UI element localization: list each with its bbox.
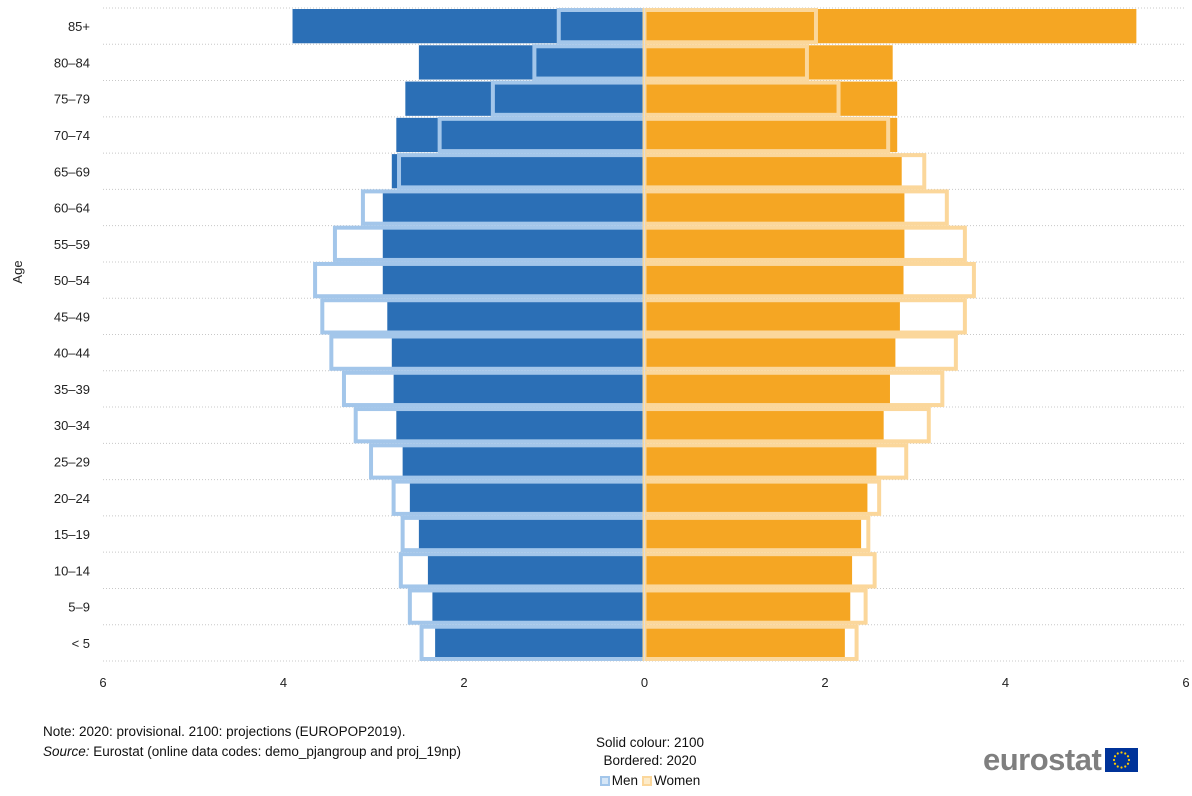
age-tick-label: 30–34	[54, 418, 90, 433]
bar-men-2100-45-49[interactable]	[387, 299, 645, 334]
bar-men-2100-25-29[interactable]	[402, 444, 645, 479]
bar-men-2100-5-9[interactable]	[432, 589, 645, 624]
age-tick-label: 65–69	[54, 164, 90, 179]
age-tick-label: 15–19	[54, 527, 90, 542]
legend-item-men[interactable]: Men	[599, 772, 638, 790]
gridlines	[103, 7, 1186, 662]
bar-women-2100-60-64[interactable]	[644, 190, 905, 225]
age-tick-label: 55–59	[54, 237, 90, 252]
bar-men-2100-under-5[interactable]	[435, 625, 645, 660]
age-tick-label: 75–79	[54, 92, 90, 107]
bar-men-2100-20-24[interactable]	[409, 480, 645, 515]
legend-label-women: Women	[653, 773, 701, 788]
eurostat-wordmark: eurostat	[983, 742, 1102, 777]
bar-women-2100-75-79[interactable]	[644, 81, 898, 116]
note-line: Note: 2020: provisional. 2100: projectio…	[43, 724, 406, 739]
bar-men-2100-55-59[interactable]	[382, 226, 645, 261]
age-tick-label: < 5	[72, 636, 90, 651]
flag-star	[1116, 752, 1120, 755]
bar-women-2100-under-5[interactable]	[644, 625, 845, 660]
age-tick-label: 80–84	[54, 55, 90, 70]
age-tick-label: 85+	[68, 19, 90, 34]
legend-item-women[interactable]: Women	[641, 772, 701, 790]
flag-star	[1124, 765, 1127, 768]
bar-men-2100-35-39[interactable]	[393, 371, 645, 407]
flag-star	[1113, 758, 1116, 762]
x-tick-label: 4	[280, 675, 287, 690]
age-tick-label: 35–39	[54, 382, 90, 397]
bar-men-2100-85[interactable]	[292, 9, 645, 44]
bar-women-2100-50-54[interactable]	[644, 262, 904, 298]
age-tick-labels: 85+ 80–84 75–79 70–74 65–69 60–64 55–59 50–54 45…	[54, 19, 90, 651]
y-axis-label: Age	[10, 260, 25, 283]
bar-men-2100-75-79[interactable]	[405, 81, 645, 116]
age-tick-label: 50–54	[54, 273, 90, 288]
legend: Solid colour: 2100 Bordered: 2020 Men Wo…	[560, 734, 740, 790]
age-tick-label: 40–44	[54, 346, 90, 361]
bar-men-2100-30-34[interactable]	[396, 408, 645, 443]
legend-swatch-women	[641, 776, 652, 786]
eurostat-logo: eurostat	[983, 742, 1139, 778]
bar-women-2100-70-74[interactable]	[644, 117, 898, 153]
bar-men-2100-65-69[interactable]	[391, 154, 645, 189]
bar-women-2100-80-84[interactable]	[644, 45, 893, 80]
bar-men-2100-80-84[interactable]	[418, 45, 645, 80]
age-tick-label: 5–9	[68, 600, 90, 615]
bar-men-2100-15-19[interactable]	[418, 516, 645, 552]
age-tick-label: 25–29	[54, 454, 90, 469]
x-tick-labels: 6 4 2 0 2 4 6	[99, 675, 1189, 690]
bar-women-2100-85[interactable]	[644, 9, 1137, 44]
bar-women-2100-10-14[interactable]	[644, 553, 853, 588]
flag-star	[1128, 758, 1131, 762]
bar-women-2100-30-34[interactable]	[644, 408, 884, 443]
age-tick-label: 20–24	[54, 491, 90, 506]
source-label: Source:	[43, 744, 90, 759]
bar-women-2100-25-29[interactable]	[644, 444, 877, 479]
x-tick-label: 4	[1002, 675, 1009, 690]
flag-star	[1120, 766, 1123, 769]
flag-star	[1127, 755, 1130, 758]
bar-men-2100-60-64[interactable]	[382, 190, 645, 225]
bar-women-2100-20-24[interactable]	[644, 480, 868, 515]
x-tick-label: 0	[641, 675, 648, 690]
bar-women-2100-5-9[interactable]	[644, 589, 851, 624]
legend-title-bordered: Bordered: 2020	[603, 753, 697, 768]
age-tick-label: 10–14	[54, 563, 90, 578]
source-text: Eurostat (online data codes: demo_pjangr…	[89, 744, 462, 759]
bar-men-2100-50-54[interactable]	[382, 262, 645, 298]
bars-2020	[313, 8, 976, 662]
bar-women-2100-40-44[interactable]	[644, 335, 896, 370]
age-tick-label: 45–49	[54, 309, 90, 324]
x-tick-label: 2	[460, 675, 467, 690]
legend-swatch-men	[599, 776, 610, 786]
age-tick-label: 60–64	[54, 201, 90, 216]
bar-men-2100-70-74[interactable]	[396, 117, 645, 153]
flag-star	[1127, 762, 1130, 765]
bar-women-2100-15-19[interactable]	[644, 516, 862, 552]
x-tick-label: 2	[821, 675, 828, 690]
flag-star	[1120, 751, 1123, 754]
bar-women-2100-35-39[interactable]	[644, 371, 890, 407]
flag-star	[1124, 752, 1127, 755]
bars-2100	[292, 9, 1137, 660]
age-tick-label: 70–74	[54, 128, 90, 143]
x-tick-label: 6	[1182, 675, 1189, 690]
source-line: Source: Eurostat (online data codes: dem…	[43, 742, 461, 762]
bar-women-2100-45-49[interactable]	[644, 299, 900, 334]
bar-women-2100-65-69[interactable]	[644, 154, 902, 189]
population-pyramid-chart: Age 85+ 80–84 75–79 70–74 65–69 60–64 55–59 50–…	[10, 7, 1190, 690]
legend-title-solid: Solid colour: 2100	[595, 735, 705, 750]
legend-label-men: Men	[611, 773, 638, 788]
eu-flag-icon	[1105, 748, 1139, 772]
flag-star	[1116, 765, 1120, 768]
bar-men-2100-10-14[interactable]	[427, 553, 645, 588]
bar-men-2100-40-44[interactable]	[391, 335, 645, 370]
flag-star	[1114, 755, 1117, 758]
chart-notes: Note: 2020: provisional. 2100: projectio…	[43, 722, 461, 762]
x-tick-label: 6	[99, 675, 106, 690]
flag-star	[1114, 762, 1117, 765]
bar-women-2100-55-59[interactable]	[644, 226, 905, 261]
